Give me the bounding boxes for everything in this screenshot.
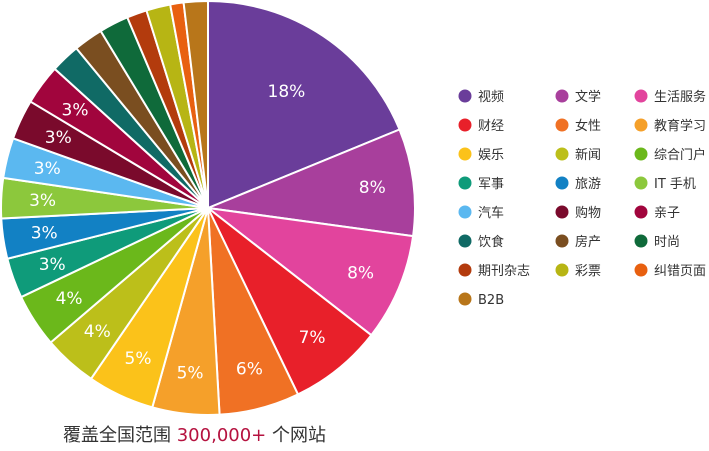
legend-swatch-10 — [458, 176, 472, 190]
pie-slice-label-3: 8% — [347, 263, 374, 283]
legend-swatch-18 — [634, 234, 648, 248]
caption-suffix: 个网站 — [266, 425, 326, 446]
legend-label-22: B2B — [478, 293, 504, 308]
pie-slice-3 — [207, 207, 415, 337]
legend-label-17: 房产 — [575, 234, 601, 250]
caption-prefix: 覆盖全国范围 — [63, 425, 177, 446]
coverage-caption: 覆盖全国范围 300,000+ 个网站 — [63, 421, 326, 447]
legend-swatch-2 — [555, 89, 569, 103]
legend-swatch-4 — [458, 118, 472, 132]
legend-label-15: 亲子 — [654, 206, 680, 221]
pie-slice-label-7: 5% — [125, 349, 152, 369]
legend-swatch-14 — [555, 205, 569, 219]
pie-slice-label-10: 3% — [39, 255, 66, 275]
pie-slice-label-1: 18% — [268, 82, 306, 102]
pie-slice-1 — [207, 0, 401, 209]
legend-label-19: 期刊杂志 — [478, 264, 530, 279]
caption-number: 300,000+ — [176, 425, 267, 446]
legend-swatch-15 — [634, 205, 648, 219]
legend-swatch-16 — [458, 234, 472, 248]
legend-swatch-12 — [634, 176, 648, 190]
legend-swatch-9 — [634, 147, 648, 161]
legend-swatch-20 — [555, 263, 569, 277]
legend-label-16: 饮食 — [478, 234, 504, 250]
legend-label-2: 文学 — [575, 89, 601, 105]
legend-swatch-6 — [634, 118, 648, 132]
legend-swatch-7 — [458, 147, 472, 161]
pie-slice-label-15: 3% — [62, 100, 89, 120]
pie-slice-label-13: 3% — [34, 159, 61, 179]
pie-slice-label-14: 3% — [45, 128, 72, 148]
legend-swatch-13 — [458, 205, 472, 219]
legend-swatch-22 — [458, 292, 472, 306]
pie-slice-22 — [182, 0, 209, 209]
legend-swatch-11 — [555, 176, 569, 190]
pie-slice-2 — [207, 128, 416, 238]
pie-slice-label-11: 3% — [31, 224, 58, 244]
legend-label-8: 新闻 — [575, 147, 601, 163]
pie-slice-label-9: 4% — [56, 289, 83, 309]
pie-slice-labels: 18% 8% 8% 7% 6% 5% 5% 4%4% 3% 3% 3% 3% 3% 3% — [29, 82, 386, 384]
pie-slice-label-12: 3% — [29, 191, 56, 211]
pie-slices — [0, 0, 416, 417]
legend-label-1: 视频 — [478, 90, 504, 105]
legend-label-14: 购物 — [575, 205, 601, 221]
pie-slice-label-2: 8% — [359, 178, 386, 198]
pie-slice-label-6: 5% — [177, 364, 204, 384]
legend-label-11: 旅游 — [575, 177, 601, 192]
legend-swatch-21 — [634, 263, 648, 277]
legend-label-10: 军事 — [478, 177, 504, 192]
pie-slice-label-8: 4% — [84, 322, 111, 342]
legend-label-18: 时尚 — [654, 235, 680, 250]
legend-label-20: 彩票 — [575, 264, 601, 279]
legend-label-9: 综合门户 — [654, 147, 706, 163]
legend-swatch-8 — [555, 147, 569, 161]
legend-label-5: 女性 — [575, 118, 601, 134]
legend-label-3: 生活服务 — [654, 89, 706, 105]
legend-label-21: 纠错页面 — [654, 264, 706, 279]
pie-slice-label-5: 6% — [236, 359, 263, 379]
legend-label-12: IT 手机 — [654, 177, 696, 192]
pie-slice-label-4: 7% — [299, 328, 326, 348]
legend-swatch-3 — [634, 89, 648, 103]
legend-label-6: 教育学习 — [654, 118, 706, 134]
legend-label-13: 汽车 — [478, 205, 504, 221]
legend-swatch-19 — [458, 263, 472, 277]
legend-swatch-5 — [555, 118, 569, 132]
legend-swatch-1 — [458, 89, 472, 103]
legend-label-7: 娱乐 — [478, 148, 504, 163]
legend-swatch-17 — [555, 234, 569, 248]
legend-label-4: 财经 — [478, 119, 504, 134]
